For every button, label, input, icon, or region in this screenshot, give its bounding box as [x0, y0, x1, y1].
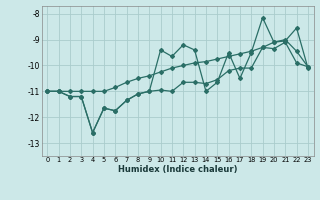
X-axis label: Humidex (Indice chaleur): Humidex (Indice chaleur) [118, 165, 237, 174]
